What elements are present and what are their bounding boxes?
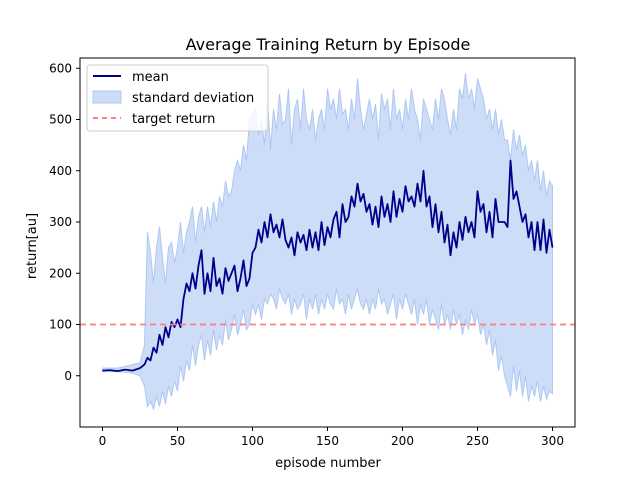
legend-std-label: standard deviation [132, 91, 254, 106]
mean-line [102, 159, 554, 372]
x-axis-label: episode number [275, 456, 381, 471]
y-axis-label: return[au] [25, 213, 40, 279]
x-tick-label: 0 [99, 434, 107, 448]
x-tick-label: 100 [241, 434, 264, 448]
chart-title: Average Training Return by Episode [186, 35, 471, 54]
y-tick-label: 300 [49, 215, 72, 229]
y-tick-label: 0 [64, 369, 72, 383]
x-tick-label: 250 [466, 434, 489, 448]
legend-std-swatch [92, 90, 122, 104]
y-tick-label: 600 [49, 61, 72, 75]
y-axis: 0 100 200 300 400 500 600 [49, 61, 80, 383]
legend-frame [86, 64, 269, 132]
x-tick-label: 200 [391, 434, 414, 448]
plot-area [79, 57, 576, 428]
legend-mean-label: mean [132, 70, 169, 85]
x-tick-label: 300 [541, 434, 564, 448]
y-tick-label: 400 [49, 164, 72, 178]
legend-target-label: target return [132, 112, 215, 127]
x-axis: 0 50 100 150 200 250 300 [99, 427, 564, 448]
y-tick-label: 100 [49, 318, 72, 332]
y-tick-label: 200 [49, 266, 72, 280]
legend: mean standard deviation target return [86, 64, 269, 132]
y-tick-label: 500 [49, 113, 72, 127]
x-tick-label: 150 [316, 434, 339, 448]
x-tick-label: 50 [170, 434, 185, 448]
